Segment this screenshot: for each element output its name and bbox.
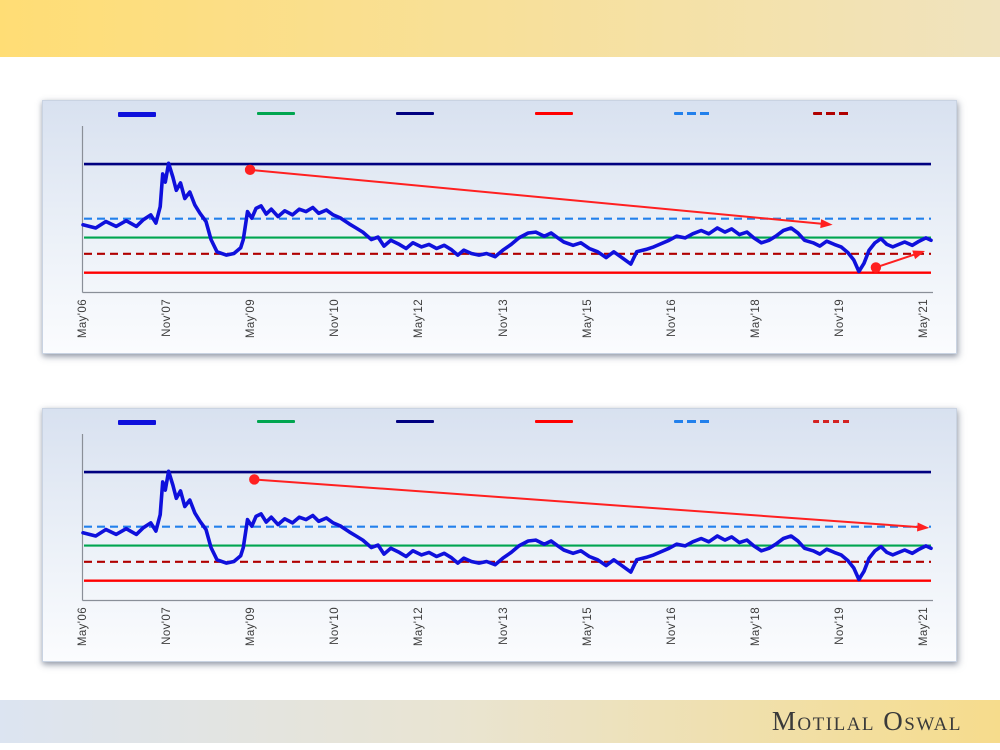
x-axis-label: May'09 bbox=[245, 299, 258, 339]
x-axis-label: May'18 bbox=[749, 299, 762, 339]
legend-swatch-green-solid bbox=[257, 112, 295, 115]
x-axis-label: Nov'10 bbox=[329, 607, 342, 645]
legend-swatch-series-blue bbox=[118, 420, 156, 425]
data-series-line bbox=[81, 161, 933, 274]
x-axis-label: May'06 bbox=[77, 607, 89, 647]
x-axis-label: Nov'19 bbox=[833, 607, 846, 645]
bottom-banner: Motilal Oswal bbox=[0, 700, 1000, 743]
x-axis-label: May'15 bbox=[581, 299, 594, 339]
top-banner bbox=[0, 0, 1000, 57]
legend-swatch-navy-solid bbox=[396, 420, 434, 423]
decline-arrow bbox=[249, 474, 930, 532]
arrow-origin-dot bbox=[870, 262, 882, 273]
plot-area bbox=[81, 434, 933, 602]
legend-swatch-blue-dashed bbox=[674, 420, 712, 423]
x-axis-label: Nov'13 bbox=[497, 607, 510, 645]
legend-swatch-green-solid bbox=[257, 420, 295, 423]
plot-area bbox=[81, 126, 933, 294]
chart-panel-bottom: May'06 Nov'07 May'09 Nov'10 May'12 Nov'13 May'… bbox=[42, 408, 957, 662]
arrow-head-icon bbox=[820, 219, 833, 229]
arrow-origin-dot bbox=[244, 164, 256, 176]
x-axis-label: May'18 bbox=[749, 607, 762, 647]
x-axis-label: May'09 bbox=[245, 607, 258, 647]
x-axis-label: Nov'07 bbox=[161, 299, 174, 337]
legend-swatch-navy-solid bbox=[396, 112, 434, 115]
x-axis-label: Nov'07 bbox=[161, 607, 174, 645]
x-axis-label: May'21 bbox=[918, 607, 930, 647]
x-axis-label: Nov'13 bbox=[497, 299, 510, 337]
arrow-line bbox=[875, 252, 919, 269]
recovery-arrow bbox=[870, 250, 926, 273]
decline-arrow bbox=[244, 164, 833, 229]
legend-swatch-red-dashed bbox=[813, 420, 851, 423]
legend-swatch-darkred-dashed bbox=[813, 112, 851, 115]
legend-swatch-red-solid bbox=[535, 112, 573, 115]
chart-panel-top: May'06 Nov'07 May'09 Nov'10 May'12 Nov'13 May'… bbox=[42, 100, 957, 354]
x-axis-label: May'15 bbox=[581, 607, 594, 647]
x-axis-label: Nov'19 bbox=[833, 299, 846, 337]
arrow-line bbox=[249, 168, 826, 226]
arrow-origin-dot bbox=[249, 474, 260, 485]
legend-swatch-series-blue bbox=[118, 112, 156, 117]
data-series-line bbox=[81, 469, 933, 582]
arrow-head-icon bbox=[917, 522, 930, 532]
legend-swatch-blue-dashed bbox=[674, 112, 712, 115]
x-axis-label: Nov'16 bbox=[665, 299, 678, 337]
brand-logo: Motilal Oswal bbox=[771, 706, 962, 736]
x-axis-label: May'06 bbox=[77, 299, 89, 339]
legend-swatch-red-solid bbox=[535, 420, 573, 423]
x-axis-label: May'12 bbox=[413, 299, 426, 339]
x-axis-label: May'21 bbox=[918, 299, 930, 339]
x-axis-label: Nov'16 bbox=[665, 607, 678, 645]
x-axis-label: Nov'10 bbox=[329, 299, 342, 337]
x-axis-label: May'12 bbox=[413, 607, 426, 647]
arrow-line bbox=[254, 478, 923, 529]
arrow-head-icon bbox=[912, 250, 926, 260]
